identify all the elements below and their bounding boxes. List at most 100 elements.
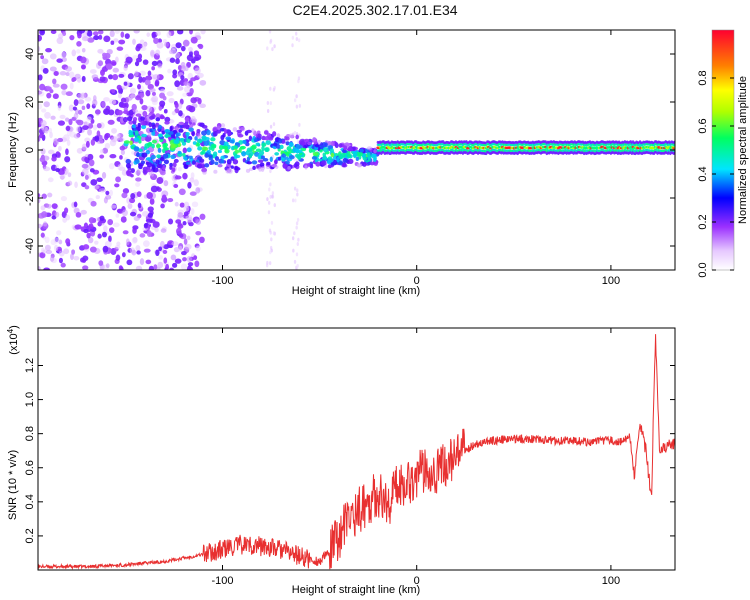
- spectrogram-cell: [342, 161, 347, 168]
- spectrogram-cell: [93, 35, 100, 41]
- spectrogram-cell: [105, 190, 110, 196]
- spectrogram-cell: [246, 161, 253, 165]
- spectrogram-cell: [40, 55, 45, 60]
- spectrogram-cell: [177, 102, 183, 110]
- spectrogram-cell: [77, 109, 83, 115]
- spectrogram-cell: [164, 116, 171, 123]
- spectrogram-cell: [263, 130, 269, 135]
- spectrogram-cell: [95, 194, 101, 200]
- spectrogram-cell: [99, 154, 105, 159]
- spectrogram-cell: [178, 188, 186, 196]
- spectrogram-cell: [128, 120, 134, 125]
- spectrogram-x-tick-label: -100: [211, 275, 233, 287]
- spectrogram-cell: [108, 163, 115, 170]
- spectrogram-cell: [104, 132, 111, 139]
- spectrogram-cell: [336, 156, 340, 163]
- spectrogram-cell: [204, 153, 209, 158]
- spectrogram-cell: [62, 31, 67, 37]
- spectrogram-cell: [269, 230, 272, 235]
- spectrogram-cell: [141, 76, 147, 83]
- spectrogram-cell: [108, 235, 112, 243]
- spectrogram-cell: [139, 98, 144, 105]
- spectrogram-cell: [298, 103, 302, 108]
- spectrogram-cell: [182, 152, 186, 158]
- spectrogram-cell: [151, 60, 158, 67]
- spectrogram-cell: [238, 147, 242, 153]
- spectrogram-cell: [44, 236, 50, 244]
- spectrogram-cell: [193, 56, 200, 61]
- spectrogram-cell: [175, 42, 182, 49]
- spectrogram-cell: [163, 159, 170, 165]
- spectrogram-cell: [169, 125, 173, 132]
- spectrogram-cell: [103, 225, 108, 232]
- spectrogram-cell: [293, 130, 297, 135]
- spectrogram-cell: [295, 134, 299, 140]
- spectrogram-cell: [337, 161, 344, 166]
- spectrogram-cell: [101, 171, 107, 179]
- spectrogram-cell: [163, 146, 168, 151]
- spectrogram-cell: [122, 116, 128, 123]
- spectrogram-cell: [178, 121, 185, 126]
- spectrogram-cell: [266, 197, 269, 202]
- spectrogram-cell: [60, 262, 66, 268]
- spectrogram-cell: [172, 161, 177, 168]
- spectrogram-cell: [206, 129, 211, 136]
- spectrogram-cell: [184, 117, 190, 122]
- spectrogram-cell: [76, 126, 81, 133]
- spectrogram-cell: [216, 129, 222, 134]
- spectrogram-cell: [272, 142, 278, 147]
- spectrogram-cell: [265, 140, 271, 146]
- spectrogram-cell: [296, 139, 300, 144]
- spectrogram-cell: [200, 30, 206, 35]
- spectrogram-cell: [46, 203, 52, 209]
- spectrogram-cell: [362, 161, 367, 167]
- spectrogram-cell: [107, 109, 115, 116]
- spectrogram-cell: [182, 147, 188, 154]
- spectrogram-cell: [168, 97, 175, 104]
- spectrogram-cell: [285, 160, 290, 165]
- spectrogram-cell: [286, 146, 292, 152]
- spectrogram-cell: [271, 164, 277, 168]
- snr-y-tick-label: 0.4: [24, 494, 36, 509]
- spectrogram-cell: [249, 151, 254, 157]
- spectrogram-cell: [157, 147, 162, 153]
- spectrogram-cell: [187, 181, 192, 189]
- spectrogram-cell: [140, 116, 145, 121]
- spectrogram-cell: [152, 74, 160, 80]
- spectrogram-cell: [232, 159, 239, 165]
- spectrogram-cell: [89, 168, 95, 173]
- spectrogram-cell: [267, 200, 271, 205]
- spectrogram-cell: [330, 152, 335, 158]
- spectrogram-cell: [120, 216, 127, 223]
- spectrogram-cell: [149, 115, 155, 120]
- spectrogram-cell: [237, 133, 244, 138]
- spectrogram-cell: [292, 248, 295, 253]
- spectrogram-cell: [369, 161, 375, 166]
- spectrogram-cell: [102, 52, 107, 58]
- spectrogram-cell: [146, 162, 153, 168]
- spectrogram-cell: [173, 183, 179, 189]
- spectrogram-cell: [178, 110, 183, 117]
- spectrogram-cell: [269, 86, 272, 91]
- spectrogram-cell: [232, 127, 238, 132]
- spectrogram-cell: [257, 159, 264, 163]
- spectrogram-cell: [269, 194, 272, 199]
- spectrogram-cell: [199, 158, 205, 163]
- spectrogram-cell: [190, 36, 198, 44]
- spectrogram-cell: [155, 144, 162, 148]
- spectrogram-cell: [194, 136, 198, 141]
- spectrogram-cell: [81, 75, 86, 83]
- spectrogram-cell: [145, 75, 153, 81]
- spectrogram-cell: [195, 219, 202, 225]
- spectrogram-cell: [177, 30, 184, 35]
- spectrogram-cell: [81, 163, 89, 169]
- spectrogram-cell: [266, 161, 271, 166]
- spectrogram-cell: [176, 86, 184, 91]
- spectrogram-cell: [130, 174, 134, 178]
- spectrogram-cell: [175, 132, 179, 138]
- spectrogram-cell: [139, 233, 146, 238]
- spectrogram-cell: [140, 160, 146, 165]
- snr-axes: -100 0 100 0.2 0.4 0.6 0.8 1.0 1.2: [24, 328, 675, 587]
- spectrogram-cell: [199, 236, 205, 244]
- spectrogram-cell: [89, 246, 97, 253]
